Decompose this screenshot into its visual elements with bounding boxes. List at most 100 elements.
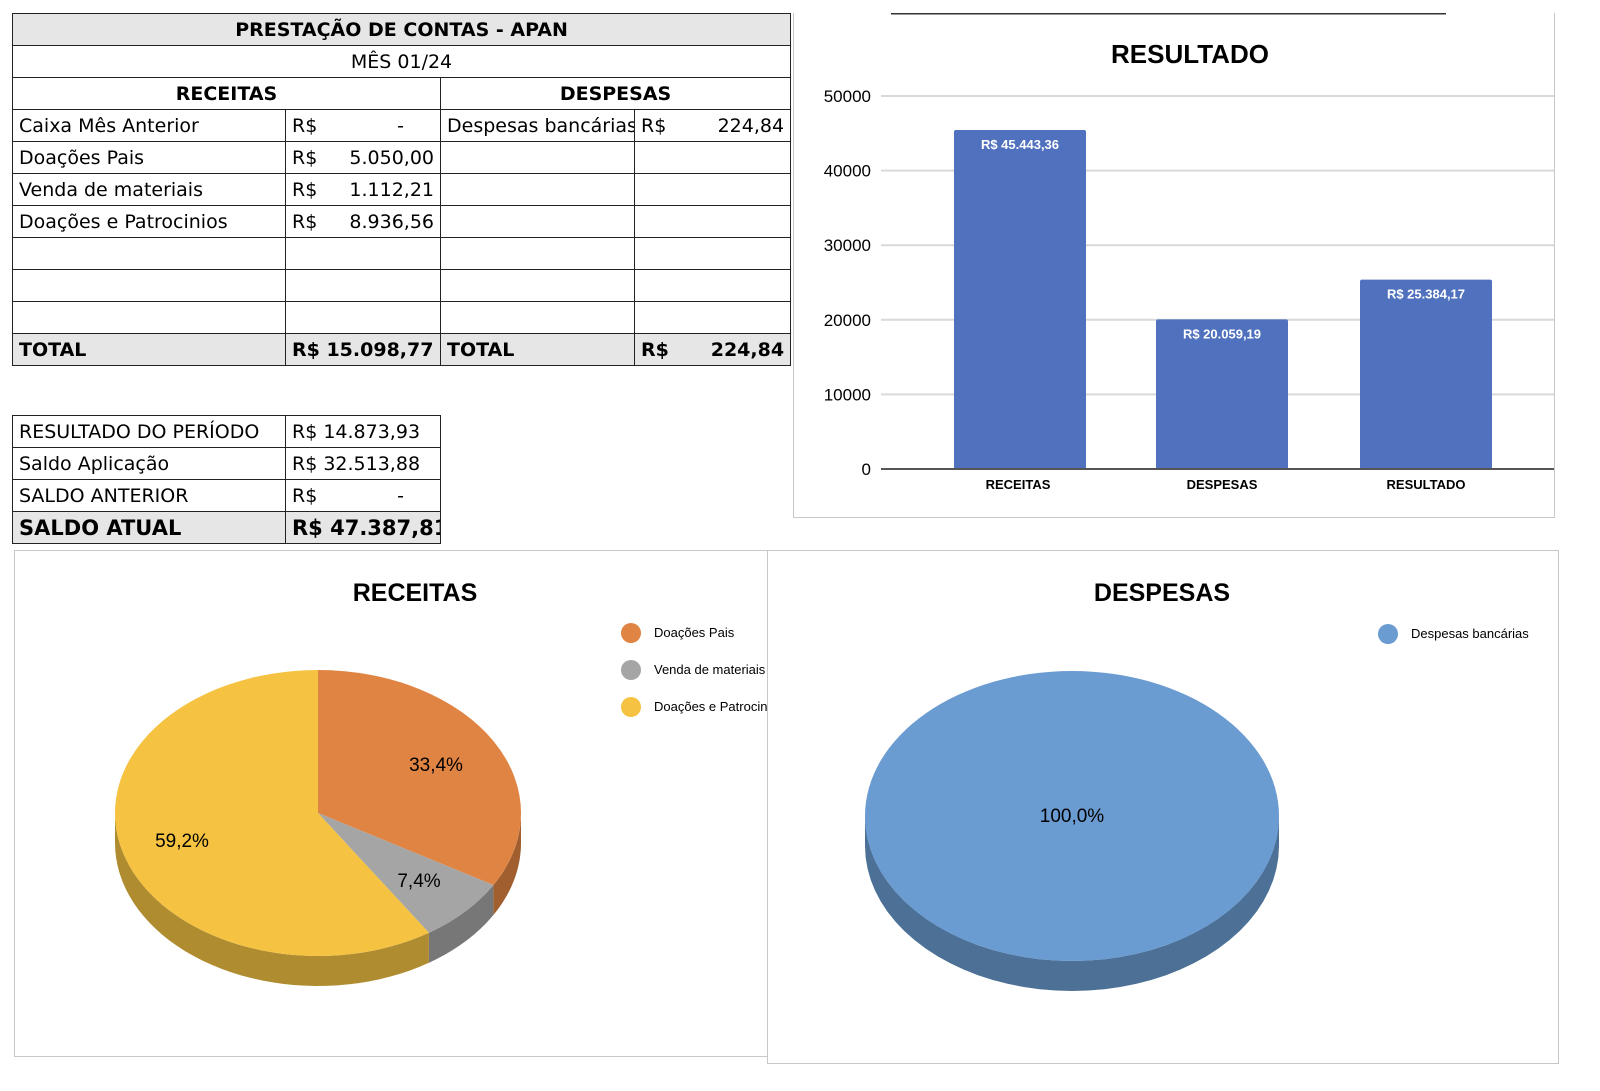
currency: R$ — [292, 114, 318, 137]
x-tick-label: RESULTADO — [1387, 477, 1466, 492]
pie-slice-side — [865, 816, 1279, 991]
legend-label: Venda de materiais — [654, 662, 766, 677]
receitas-header: RECEITAS — [12, 77, 441, 110]
chart-title: DESPESAS — [1094, 579, 1230, 607]
table-title: PRESTAÇÃO DE CONTAS - APAN — [11, 13, 792, 46]
receitas-label: Doações Pais — [12, 141, 286, 174]
amount-value: - — [397, 114, 404, 137]
legend-label: Doações e Patrocinios — [654, 699, 775, 714]
currency: R$ — [292, 484, 318, 507]
currency: R$ — [292, 210, 318, 233]
empty-cell — [633, 301, 792, 334]
empty-cell — [633, 141, 792, 174]
y-tick-label: 50000 — [824, 87, 871, 106]
despesas-header: DESPESAS — [439, 77, 792, 110]
receitas-chart-panel: RECEITAS Doações Pais Venda de materiais Do… — [14, 550, 776, 1057]
legend-label: Doações Pais — [654, 625, 735, 640]
receitas-amount: R$ 1.112,21 — [285, 173, 441, 206]
bar-despesas — [1156, 319, 1288, 469]
empty-cell — [633, 205, 792, 238]
summary-value: - — [397, 484, 404, 507]
empty-cell — [12, 237, 286, 270]
summary-value: R$ 32.513,88 — [285, 447, 441, 480]
empty-cell — [440, 141, 635, 174]
currency: R$ — [641, 114, 667, 137]
pie-slice-side — [115, 813, 429, 986]
amount-value: 224,84 — [717, 114, 785, 137]
total-despesas-cell: R$ 224,84 — [633, 333, 792, 366]
y-tick-label: 10000 — [824, 385, 871, 404]
receitas-pie-chart: RECEITAS Doações Pais Venda de materiais Do… — [114, 579, 775, 986]
x-tick-label: DESPESAS — [1187, 477, 1258, 492]
y-tick-label: 0 — [862, 460, 871, 479]
table-row: Venda de materiais R$ 1.112,21 — [12, 173, 792, 206]
bar-receitas — [954, 129, 1086, 469]
empty-cell — [633, 269, 792, 302]
legend-marker-icon — [1378, 624, 1398, 644]
bar-resultado — [1360, 279, 1492, 469]
despesas-chart-panel: DESPESAS Despesas bancárias 100,0% — [767, 550, 1559, 1064]
despesas-pie-chart: DESPESAS Despesas bancárias 100,0% — [865, 579, 1529, 991]
summary-value: R$ 14.873,93 — [285, 415, 441, 448]
pie-data-label: 100,0% — [1040, 806, 1105, 827]
currency: R$ — [292, 178, 318, 201]
empty-cell — [440, 301, 635, 334]
pie-slice-2 — [114, 670, 429, 956]
x-tick-label: RECEITAS — [986, 477, 1051, 492]
total-despesas-value: 224,84 — [710, 338, 785, 361]
summary-table: RESULTADO DO PERÍODO R$ 14.873,93 Saldo A… — [12, 415, 441, 544]
y-tick-label: 30000 — [824, 236, 871, 255]
total-despesas-label: TOTAL — [440, 333, 635, 366]
table-month: MÊS 01/24 — [11, 45, 792, 78]
legend-marker-icon — [621, 623, 641, 643]
legend-marker-icon — [621, 697, 641, 717]
y-tick-label: 20000 — [824, 311, 871, 330]
empty-cell — [440, 173, 635, 206]
bar-data-label: R$ 20.059,19 — [1183, 326, 1261, 341]
despesas-label: Despesas bancárias — [440, 109, 635, 142]
pie-data-label: 7,4% — [397, 871, 440, 892]
receitas-amount: R$ 8.936,56 — [285, 205, 441, 238]
empty-cell — [285, 237, 441, 270]
pie-slice-side — [428, 885, 494, 963]
receitas-amount: R$ - — [285, 109, 441, 142]
amount-value: 1.112,21 — [349, 178, 434, 201]
legend-label: Despesas bancárias — [1411, 626, 1529, 641]
amount-value: 8.936,56 — [349, 210, 434, 233]
resultado-bar-chart: RESULTADO 0 10000 20000 30000 40000 50000 R$ 45… — [824, 13, 1554, 492]
pie-slice-1 — [318, 813, 494, 933]
total-receitas-label: TOTAL — [12, 333, 286, 366]
receitas-label: Venda de materiais — [12, 173, 286, 206]
pie-slice-0 — [865, 671, 1279, 961]
empty-cell — [12, 301, 286, 334]
table-row — [12, 269, 792, 302]
empty-cell — [440, 205, 635, 238]
despesas-amount: R$ 224,84 — [633, 109, 792, 142]
empty-cell — [633, 237, 792, 270]
table-row: Doações e Patrocinios R$ 8.936,56 — [12, 205, 792, 238]
summary-label: SALDO ATUAL — [12, 511, 286, 544]
receitas-label: Caixa Mês Anterior — [12, 109, 286, 142]
resultado-chart-panel: RESULTADO 0 10000 20000 30000 40000 50000 R$ 45… — [793, 13, 1555, 518]
receitas-label: Doações e Patrocinios — [12, 205, 286, 238]
empty-cell — [12, 269, 286, 302]
summary-value-cell: R$ - — [285, 479, 441, 512]
pie-data-label: 33,4% — [409, 755, 463, 776]
accounts-table: PRESTAÇÃO DE CONTAS - APAN MÊS 01/24 REC… — [11, 13, 792, 366]
y-tick-label: 40000 — [824, 162, 871, 181]
empty-cell — [633, 173, 792, 206]
currency: R$ — [292, 146, 318, 169]
total-receitas-value: R$ 15.098,77 — [285, 333, 441, 366]
amount-value: 5.050,00 — [349, 146, 434, 169]
receitas-amount: R$ 5.050,00 — [285, 141, 441, 174]
table-row: Doações Pais R$ 5.050,00 — [12, 141, 792, 174]
empty-cell — [440, 269, 635, 302]
pie-slice-0 — [318, 670, 521, 886]
table-row — [12, 237, 792, 270]
chart-title: RECEITAS — [353, 579, 478, 607]
empty-cell — [440, 237, 635, 270]
chart-title: RESULTADO — [1111, 39, 1269, 69]
bar-data-label: R$ 45.443,36 — [981, 137, 1059, 152]
empty-cell — [285, 301, 441, 334]
summary-value: R$ 47.387,81 — [285, 511, 441, 544]
